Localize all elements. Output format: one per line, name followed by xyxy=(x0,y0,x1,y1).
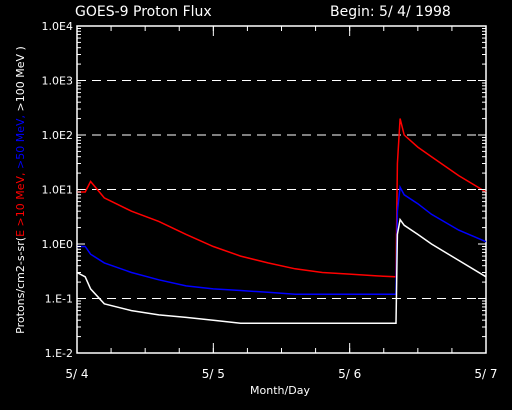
x-tick-label: 5/ 6 xyxy=(338,367,361,381)
grid-lines xyxy=(77,80,486,299)
series-line xyxy=(77,118,487,278)
y-tick-label: 1.0E2 xyxy=(42,129,73,142)
x-axis-label: Month/Day xyxy=(250,384,310,397)
series-line xyxy=(77,184,487,295)
y-axis-label-part: >100 MeV xyxy=(14,54,27,112)
chart-title: GOES-9 Proton Flux xyxy=(75,4,212,20)
y-tick-label: 1.0E3 xyxy=(42,75,73,88)
y-tick-label: 1.0E4 xyxy=(42,20,73,33)
y-axis-label-part: ) xyxy=(14,46,27,54)
x-axis-ticks: 5/ 4 5/ 5 5/ 6 5/ 7 xyxy=(65,26,498,381)
y-tick-label: 1.0E0 xyxy=(42,238,73,251)
chart-begin-date: Begin: 5/ 4/ 1998 xyxy=(330,4,451,20)
y-axis-ticks: 1.E-2 1.E-1 1.0E0 1.0E1 1.0E2 1.0E3 1.0E4 xyxy=(42,20,486,360)
x-tick-label: 5/ 7 xyxy=(474,367,497,381)
y-tick-label: 1.0E1 xyxy=(42,184,73,197)
x-tick-label: 5/ 4 xyxy=(65,367,88,381)
y-axis-label-part: E >10 MeV, xyxy=(14,169,27,237)
series-line xyxy=(76,217,487,325)
y-tick-label: 1.E-2 xyxy=(45,347,73,360)
y-axis-label: Protons/cm2-s-sr(E >10 MeV, >50 MeV, >10… xyxy=(14,46,27,334)
y-tick-label: 1.E-1 xyxy=(45,293,73,306)
data-series xyxy=(76,118,487,325)
y-axis-label-part: Protons/cm2-s-sr( xyxy=(14,237,27,334)
x-tick-label: 5/ 5 xyxy=(202,367,225,381)
y-axis-label-part: >50 MeV, xyxy=(14,111,27,169)
